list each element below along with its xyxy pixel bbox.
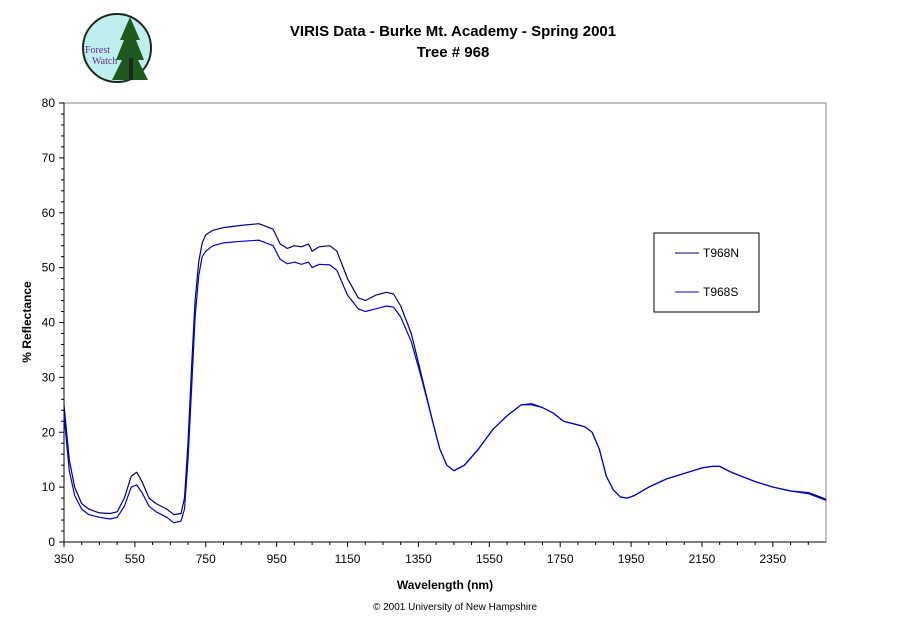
x-tick-label: 750 (196, 552, 216, 566)
series-line-t968s (63, 239, 827, 524)
plot-area (63, 102, 827, 543)
forest-watch-logo: Forest Watch (82, 13, 152, 83)
y-tick-label: 50 (42, 261, 56, 275)
x-tick-label: 1150 (335, 552, 361, 566)
x-tick-label: 550 (125, 552, 145, 566)
logo-line2: Watch (92, 56, 117, 67)
legend-box (653, 232, 760, 313)
x-tick-label: 2350 (759, 552, 786, 566)
x-tick-label: 1350 (405, 552, 432, 566)
legend: T968N T968S (653, 232, 760, 313)
axes: 0 10 20 30 40 50 60 70 80 350 550 750 950 1150 1350 155… (42, 96, 826, 566)
x-tick-label: 350 (54, 552, 74, 566)
logo-line1: Forest (85, 45, 110, 56)
tree-trunk-icon (129, 58, 133, 80)
tree-icon (112, 17, 148, 80)
y-tick-label: 20 (42, 425, 56, 439)
x-tick-label: 950 (267, 552, 287, 566)
y-tick-label: 0 (48, 535, 55, 549)
series-layer (63, 223, 827, 524)
y-tick-label: 40 (42, 316, 56, 330)
y-tick-label: 30 (42, 370, 56, 384)
legend-label-t968n: T968N (703, 246, 739, 260)
y-axis-label: % Reflectance (20, 281, 34, 363)
x-tick-label: 2150 (689, 552, 716, 566)
x-tick-label: 1550 (476, 552, 503, 566)
legend-label-t968s: T968S (703, 285, 738, 299)
chart-subtitle: Tree # 968 (417, 44, 490, 61)
copyright-text: © 2001 University of New Hampshire (373, 602, 538, 613)
y-tick-label: 70 (42, 151, 56, 165)
chart-title: VIRIS Data - Burke Mt. Academy - Spring … (290, 23, 616, 40)
y-tick-label: 10 (42, 480, 56, 494)
y-tick-label: 80 (42, 96, 56, 110)
x-axis-label: Wavelength (nm) (397, 578, 493, 592)
x-tick-label: 1750 (547, 552, 574, 566)
y-tick-label: 60 (42, 206, 56, 220)
x-tick-label: 1950 (618, 552, 645, 566)
